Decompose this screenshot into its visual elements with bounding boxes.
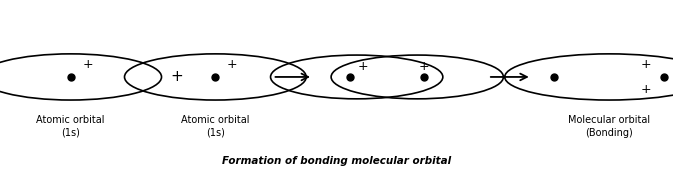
Text: +: +	[641, 58, 651, 71]
Text: +: +	[227, 58, 238, 71]
Text: Formation of bonding molecular orbital: Formation of bonding molecular orbital	[222, 156, 451, 166]
Text: +: +	[358, 60, 369, 73]
Text: +: +	[419, 60, 429, 73]
Text: +: +	[641, 83, 651, 96]
Text: Molecular orbital
(Bonding): Molecular orbital (Bonding)	[568, 115, 650, 138]
Text: +: +	[82, 58, 93, 71]
Text: Atomic orbital
(1s): Atomic orbital (1s)	[36, 115, 105, 138]
Text: Atomic orbital
(1s): Atomic orbital (1s)	[181, 115, 250, 138]
Text: +: +	[170, 69, 182, 84]
